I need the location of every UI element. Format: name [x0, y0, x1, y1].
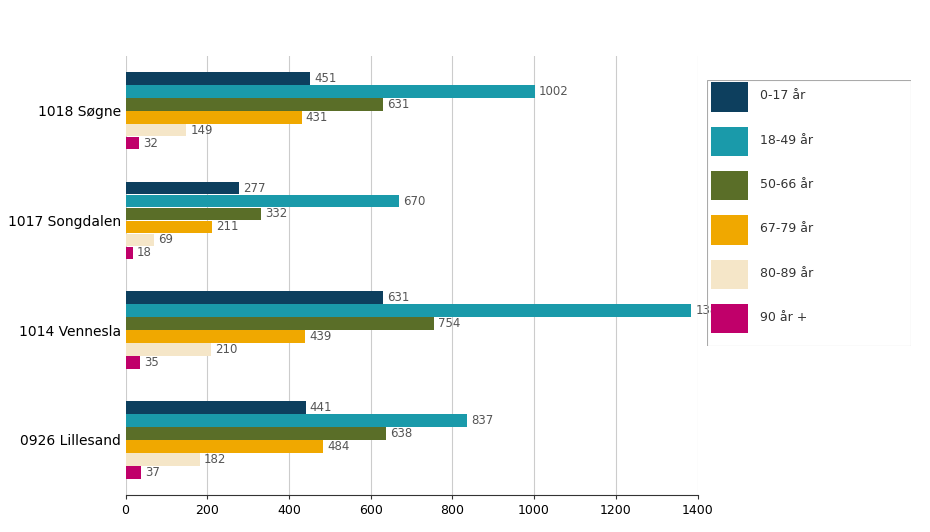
- Text: 149: 149: [191, 123, 213, 137]
- Bar: [126, 401, 306, 414]
- Bar: [126, 207, 261, 220]
- Bar: [126, 427, 386, 440]
- Bar: [126, 124, 186, 136]
- Bar: [126, 98, 383, 111]
- Text: 80-89 år: 80-89 år: [760, 267, 813, 280]
- FancyBboxPatch shape: [711, 260, 748, 289]
- Text: 484: 484: [327, 440, 350, 453]
- Text: 90 år +: 90 år +: [760, 311, 807, 324]
- Bar: [126, 292, 383, 304]
- Bar: [126, 221, 212, 233]
- Bar: [126, 246, 133, 259]
- Text: 37: 37: [145, 466, 160, 479]
- Text: 32: 32: [142, 137, 157, 149]
- Text: 754: 754: [438, 317, 460, 330]
- Bar: [126, 330, 305, 343]
- Bar: [126, 356, 140, 369]
- Text: 50-66 år: 50-66 år: [760, 178, 813, 191]
- Text: 631: 631: [388, 98, 410, 111]
- Text: 431: 431: [306, 111, 328, 124]
- Text: 439: 439: [309, 330, 331, 343]
- Text: 182: 182: [204, 453, 226, 466]
- Bar: [126, 453, 200, 466]
- FancyBboxPatch shape: [711, 82, 748, 112]
- Bar: [126, 85, 535, 97]
- Text: 67-79 år: 67-79 år: [760, 222, 813, 235]
- Bar: [126, 318, 433, 330]
- FancyBboxPatch shape: [711, 127, 748, 156]
- Text: 18: 18: [137, 246, 152, 259]
- Text: 18-49 år: 18-49 år: [760, 134, 813, 147]
- Text: 451: 451: [314, 72, 337, 85]
- Bar: [126, 343, 211, 356]
- Bar: [126, 182, 239, 194]
- FancyBboxPatch shape: [711, 171, 748, 201]
- Bar: [126, 414, 468, 427]
- Bar: [126, 440, 324, 453]
- Bar: [126, 111, 301, 123]
- Text: 638: 638: [391, 427, 413, 440]
- Text: 837: 837: [472, 414, 494, 427]
- FancyBboxPatch shape: [711, 304, 748, 334]
- Text: 277: 277: [243, 181, 265, 195]
- Text: 631: 631: [388, 292, 410, 304]
- Text: 0-17 år: 0-17 år: [760, 89, 805, 102]
- Bar: [126, 137, 139, 149]
- Text: Pasienter (antall) per aldersgruppe per 2013 (til og med 2013 2. tert): Pasienter (antall) per aldersgruppe per …: [11, 15, 609, 31]
- Bar: [126, 304, 691, 317]
- Bar: [126, 234, 153, 246]
- Bar: [126, 466, 140, 479]
- Text: 211: 211: [216, 220, 238, 234]
- Bar: [126, 195, 399, 207]
- Text: 69: 69: [158, 234, 173, 246]
- Text: 441: 441: [310, 401, 332, 414]
- Text: 670: 670: [404, 195, 426, 207]
- FancyBboxPatch shape: [711, 215, 748, 245]
- Text: 1002: 1002: [539, 85, 569, 98]
- Bar: [126, 72, 310, 85]
- Text: 210: 210: [216, 343, 238, 356]
- Text: 1385: 1385: [696, 304, 725, 317]
- Text: 35: 35: [144, 356, 159, 369]
- Text: 332: 332: [265, 207, 287, 220]
